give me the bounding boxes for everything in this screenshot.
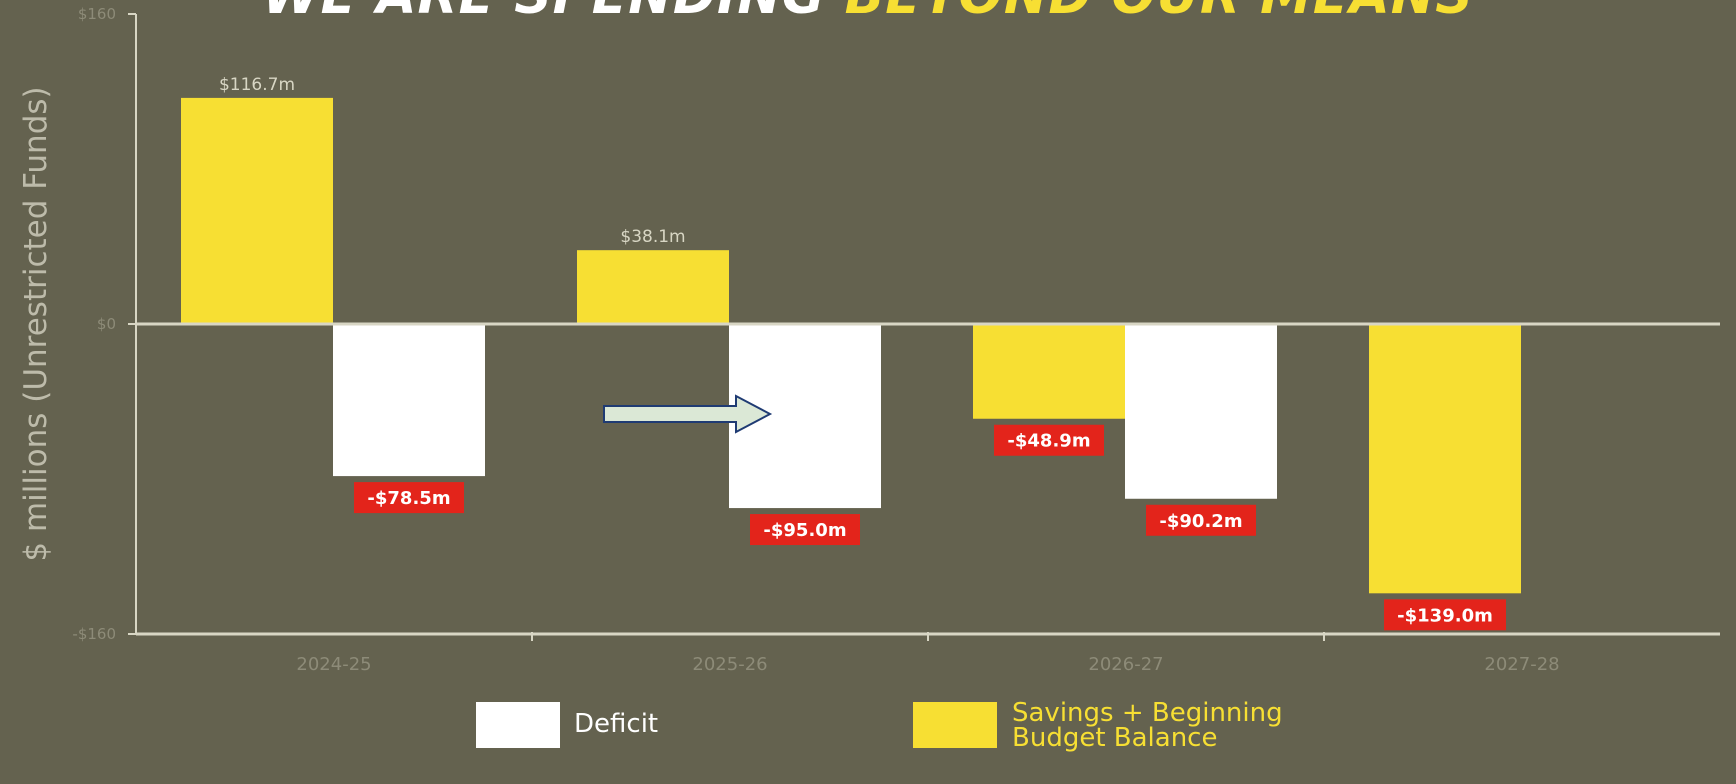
data-label: -$78.5m — [367, 488, 450, 509]
title-part-1: WE ARE SPENDING — [262, 0, 825, 26]
data-label: $38.1m — [620, 227, 685, 247]
x-tick-label: 2027-28 — [1484, 654, 1559, 675]
savings-bar-2024-25 — [181, 97, 333, 324]
y-axis-title: $ millions (Unrestricted Funds) — [18, 86, 54, 561]
savings-bar-2026-27 — [973, 324, 1125, 419]
title-part-2: BEYOND OUR MEANS — [845, 0, 1474, 26]
data-label-badge — [994, 424, 1104, 456]
x-tick-label: 2026-27 — [1088, 654, 1163, 675]
deficit-bar-2024-25 — [333, 324, 485, 477]
data-label: $116.7m — [219, 75, 295, 95]
right-arrow-icon — [603, 394, 773, 434]
data-label-badge — [750, 514, 860, 546]
data-label-badge — [354, 482, 464, 514]
deficit-bar-2026-27 — [1125, 324, 1277, 499]
chart-title: WE ARE SPENDING BEYOND OUR MEANS — [0, 0, 1736, 26]
data-label: -$95.0m — [763, 520, 846, 541]
data-label-badge — [1146, 504, 1256, 536]
x-tick-label: 2024-25 — [296, 654, 371, 675]
y-tick-label: $0 — [97, 315, 116, 333]
x-tick-label: 2025-26 — [692, 654, 767, 675]
data-label: -$139.0m — [1397, 605, 1493, 626]
y-tick-label: -$160 — [72, 625, 116, 643]
y-tick-label: $160 — [78, 5, 116, 23]
data-label: -$48.9m — [1007, 431, 1090, 452]
data-label-badge — [1384, 599, 1506, 631]
data-label: -$90.2m — [1159, 511, 1242, 532]
savings-bar-2027-28 — [1369, 324, 1521, 594]
savings-bar-2025-26 — [577, 250, 729, 324]
